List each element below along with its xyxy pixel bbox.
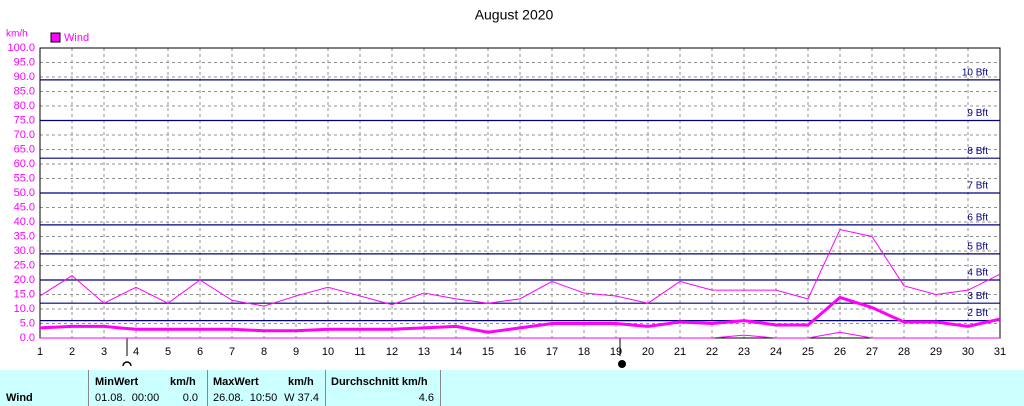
header-cell: km/h bbox=[288, 376, 314, 388]
x-tick-label: 11 bbox=[354, 346, 365, 358]
cell: 0.0 bbox=[182, 392, 198, 404]
separator bbox=[207, 370, 208, 406]
x-tick-label: 25 bbox=[802, 346, 814, 358]
x-tick-label: 15 bbox=[482, 346, 494, 358]
y-tick-label: 20.0 bbox=[14, 274, 35, 286]
x-tick-label: 20 bbox=[642, 346, 654, 358]
summary-table: MinWert km/h MaxWert km/h Durchschnitt k… bbox=[0, 370, 1024, 406]
beaufort-label: 2 Bft bbox=[967, 308, 988, 319]
header-cell: MaxWert bbox=[213, 376, 259, 388]
x-tick-label: 13 bbox=[418, 346, 430, 358]
x-tick-label: 26 bbox=[834, 346, 846, 358]
header-cell: Durchschnitt km/h bbox=[331, 376, 428, 388]
moon-icon bbox=[122, 361, 132, 367]
y-tick-label: 50.0 bbox=[14, 187, 35, 199]
x-tick-label: 16 bbox=[514, 346, 526, 358]
beaufort-label: 3 Bft bbox=[967, 291, 988, 302]
x-tick-label: 8 bbox=[261, 346, 267, 358]
y-tick-label: 5.0 bbox=[20, 317, 35, 329]
x-tick-label: 1 bbox=[37, 346, 43, 358]
x-tick-label: 3 bbox=[101, 346, 107, 358]
y-axis-unit: km/h bbox=[6, 29, 28, 40]
moon-icon bbox=[618, 360, 626, 368]
row-label: Wind bbox=[6, 392, 33, 404]
y-tick-label: 95.0 bbox=[14, 56, 35, 68]
series-line bbox=[40, 331, 1000, 339]
x-tick-label: 9 bbox=[293, 346, 299, 358]
y-tick-label: 90.0 bbox=[14, 71, 35, 83]
separator bbox=[325, 370, 326, 406]
beaufort-label: 10 Bft bbox=[962, 68, 988, 79]
x-tick-label: 6 bbox=[197, 346, 203, 358]
chart-title: August 2020 bbox=[475, 7, 554, 23]
chart: August 2020 km/h 0.0 5.0 10.0 15.0 20.0 25.0 3… bbox=[6, 7, 1006, 368]
x-tick-label: 7 bbox=[229, 346, 235, 358]
x-tick-label: 22 bbox=[706, 346, 718, 358]
y-tick-label: 55.0 bbox=[14, 172, 35, 184]
series-line bbox=[39, 228, 1001, 307]
y-tick-label: 40.0 bbox=[14, 216, 35, 228]
x-tick-label: 18 bbox=[578, 346, 590, 358]
x-tick-label: 17 bbox=[546, 346, 558, 358]
beaufort-label: 4 Bft bbox=[967, 268, 988, 279]
separator bbox=[88, 370, 89, 406]
y-tick-label: 80.0 bbox=[14, 100, 35, 112]
header-cell: MinWert bbox=[95, 376, 139, 388]
x-tick-label: 19 bbox=[610, 346, 622, 358]
beaufort-label: 9 Bft bbox=[967, 108, 988, 119]
cell: W 37.4 bbox=[284, 392, 319, 404]
beaufort-label: 7 Bft bbox=[967, 181, 988, 192]
y-tick-label: 60.0 bbox=[14, 158, 35, 170]
y-tick-label: 30.0 bbox=[14, 245, 35, 257]
x-tick-label: 31 bbox=[994, 346, 1006, 358]
x-tick-label: 28 bbox=[898, 346, 910, 358]
legend-swatch bbox=[50, 32, 61, 43]
y-tick-label: 85.0 bbox=[14, 85, 35, 97]
series-line bbox=[39, 295, 1001, 334]
cell: 01.08. 00:00 bbox=[95, 392, 160, 404]
x-tick-label: 23 bbox=[738, 346, 750, 358]
y-tick-label: 15.0 bbox=[14, 288, 35, 300]
y-tick-label: 45.0 bbox=[14, 201, 35, 213]
x-tick-label: 29 bbox=[930, 346, 942, 358]
x-tick-label: 4 bbox=[133, 346, 139, 358]
separator bbox=[440, 370, 441, 406]
cell: 26.08. 10:50 bbox=[213, 392, 278, 404]
y-tick-label: 10.0 bbox=[14, 303, 35, 315]
x-tick-label: 2 bbox=[69, 346, 75, 358]
x-tick-label: 10 bbox=[322, 346, 334, 358]
y-tick-label: 35.0 bbox=[14, 230, 35, 242]
x-tick-label: 21 bbox=[674, 346, 686, 358]
y-tick-label: 0.0 bbox=[20, 332, 35, 344]
legend-label: Wind bbox=[64, 32, 89, 44]
beaufort-label: 8 Bft bbox=[967, 146, 988, 157]
x-tick-label: 30 bbox=[962, 346, 974, 358]
y-tick-label: 100.0 bbox=[7, 42, 35, 54]
x-tick-label: 12 bbox=[386, 346, 398, 358]
y-tick-label: 75.0 bbox=[14, 114, 35, 126]
y-tick-label: 25.0 bbox=[14, 259, 35, 271]
x-tick-label: 27 bbox=[866, 346, 878, 358]
x-tick-label: 5 bbox=[165, 346, 171, 358]
y-tick-label: 65.0 bbox=[14, 143, 35, 155]
y-tick-label: 70.0 bbox=[14, 129, 35, 141]
beaufort-label: 5 Bft bbox=[967, 242, 988, 253]
header-cell: km/h bbox=[170, 376, 196, 388]
x-tick-label: 14 bbox=[450, 346, 462, 358]
beaufort-label: 6 Bft bbox=[967, 213, 988, 224]
cell: 4.6 bbox=[418, 392, 434, 404]
x-tick-label: 24 bbox=[770, 346, 782, 358]
